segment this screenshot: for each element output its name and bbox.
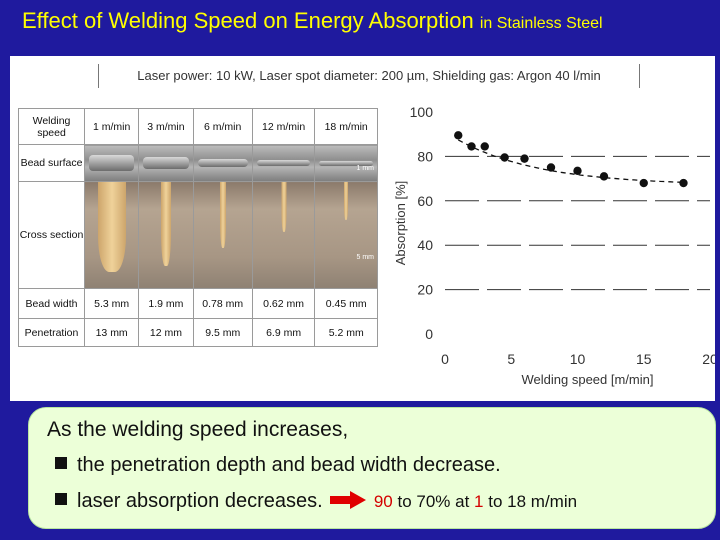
right-arrow-icon [330, 491, 367, 509]
summary-box: As the welding speed increases, the pene… [28, 407, 716, 529]
y-tick-label: 20 [417, 282, 433, 298]
speed-cell: 1 m/min [83, 108, 140, 145]
weld-results-table: Welding speed 1 m/min 3 m/min 6 m/min 12… [18, 108, 378, 347]
slide-title: Effect of Welding Speed on Energy Absorp… [22, 8, 603, 34]
bead-photo [192, 144, 253, 182]
penetration-cell: 9.5 mm [192, 318, 253, 347]
x-tick-label: 20 [702, 351, 715, 367]
table-row: Welding speed 1 m/min 3 m/min 6 m/min 12… [18, 108, 378, 145]
width-cell: 5.3 mm [83, 288, 140, 319]
penetration-cell: 5.2 mm [314, 318, 378, 347]
row-label-penetration: Penetration [18, 318, 85, 347]
row-label-bead: Bead surface [18, 144, 85, 182]
x-tick-label: 10 [570, 351, 586, 367]
from-speed: 1 [474, 492, 484, 511]
y-tick-label: 60 [417, 193, 433, 209]
cross-section-photo [192, 181, 253, 289]
y-tick-label: 80 [417, 148, 433, 164]
x-tick-label: 15 [636, 351, 652, 367]
x-axis-label: Welding speed [m/min] [522, 372, 654, 387]
data-point [639, 178, 648, 188]
table-row: Bead width 5.3 mm 1.9 mm 0.78 mm 0.62 mm… [18, 288, 378, 319]
conditions-text: Laser power: 10 kW, Laser spot diameter:… [98, 64, 640, 88]
bead-scale-label: 1 mm [356, 165, 375, 172]
summary-point-1: the penetration depth and bead width dec… [55, 454, 501, 477]
table-row: Penetration 13 mm 12 mm 9.5 mm 6.9 mm 5.… [18, 318, 378, 347]
penetration-cell: 6.9 mm [251, 318, 316, 347]
cross-scale-label: 5 mm [356, 254, 375, 261]
title-main: Effect of Welding Speed on Energy Absorp… [22, 8, 474, 33]
data-point [454, 131, 463, 140]
width-cell: 0.62 mm [251, 288, 316, 319]
cross-section-photo [138, 181, 194, 289]
speed-cell: 18 m/min [314, 108, 378, 145]
cross-section-photo: 5 mm [314, 181, 378, 289]
summary-point-2: laser absorption decreases. 90 to 70% at… [55, 490, 577, 513]
bead-photo: 1 mm [314, 144, 378, 182]
bullet-square-icon [55, 493, 67, 505]
data-point [546, 163, 556, 172]
width-cell: 0.45 mm [314, 288, 378, 319]
data-point [599, 172, 609, 181]
content-panel: Laser power: 10 kW, Laser spot diameter:… [10, 56, 715, 401]
summary-lead: As the welding speed increases, [47, 418, 349, 441]
data-point [467, 142, 476, 151]
trend-curve [457, 139, 684, 183]
absorption-chart: 0 20 40 60 80 100 0 5 10 15 20 Welding speed [m/min… [393, 104, 715, 387]
y-axis-label: Absorption [%] [393, 181, 408, 266]
title-sub: in Stainless Steel [479, 15, 603, 32]
y-tick-label: 0 [425, 326, 433, 342]
x-tick-label: 5 [507, 351, 515, 367]
to-text: to 18 m/min [488, 492, 578, 511]
data-point [500, 153, 509, 162]
bead-photo [138, 144, 194, 182]
bead-photo [83, 144, 140, 182]
table-row: Bead surface 1 mm [18, 144, 378, 182]
table-row: Cross section 5 mm [18, 181, 378, 289]
summary-point-1-text: the penetration depth and bead width dec… [77, 454, 501, 476]
y-tick-label: 100 [410, 104, 434, 120]
speed-cell: 12 m/min [251, 108, 316, 145]
bead-photo [251, 144, 316, 182]
y-tick-label: 40 [417, 237, 433, 253]
summary-point-2-text: laser absorption decreases. [77, 490, 323, 512]
x-tick-label: 0 [441, 351, 449, 367]
width-cell: 0.78 mm [192, 288, 253, 319]
penetration-cell: 13 mm [83, 318, 140, 347]
data-point [573, 166, 582, 176]
width-cell: 1.9 mm [138, 288, 194, 319]
from-value: 90 [373, 492, 393, 511]
row-label-cross: Cross section [18, 181, 85, 289]
data-point [480, 142, 489, 151]
cross-section-photo [251, 181, 316, 289]
data-point [520, 154, 529, 163]
mid-text: to 70% at [397, 492, 470, 511]
cross-section-photo [83, 181, 140, 289]
penetration-cell: 12 mm [138, 318, 194, 347]
speed-cell: 3 m/min [138, 108, 194, 145]
speed-cell: 6 m/min [192, 108, 253, 145]
row-label-width: Bead width [18, 288, 85, 319]
data-point [679, 178, 688, 188]
bullet-square-icon [55, 457, 67, 469]
row-label-speed: Welding speed [18, 108, 85, 145]
